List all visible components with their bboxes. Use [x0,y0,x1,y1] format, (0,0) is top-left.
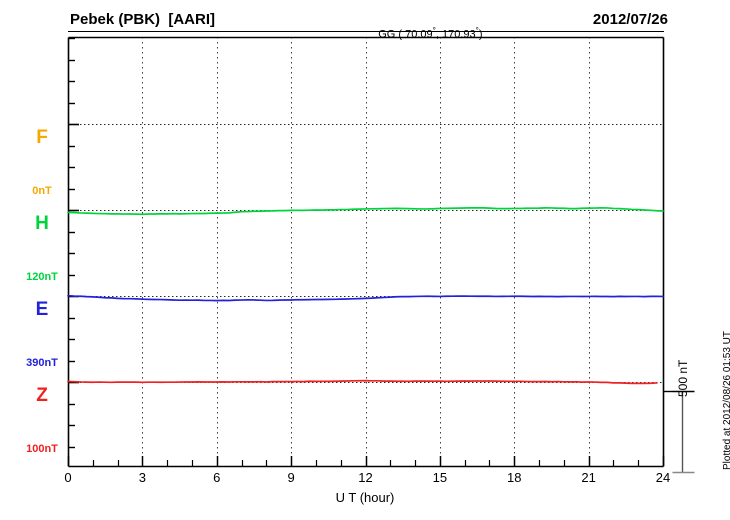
header-divider [68,31,664,32]
degree-symbol-lon: ° [476,26,479,35]
degree-symbol-lat: ° [433,26,436,35]
component-label-f: F 0nT [18,92,66,234]
scale-bar-label: 500 nT [676,359,690,397]
scale-bar [663,390,695,474]
component-label-e: E 390nT [18,264,66,406]
component-baseline-f: 0nT [32,185,52,197]
component-symbol-z: Z [36,385,48,406]
x-axis-tick-label: 0 [64,470,72,485]
x-axis-tick-label: 21 [581,470,596,485]
x-axis-tick-label: 3 [138,470,146,485]
component-symbol-e: E [35,299,49,320]
x-axis-tick-label: 9 [287,470,295,485]
x-axis-tick-label: 12 [358,470,373,485]
gridlines [142,37,590,466]
component-symbol-h: H [35,213,49,234]
x-axis-tick-label: 6 [213,470,221,485]
trace-e [67,294,664,302]
trace-h [67,206,664,216]
x-axis-title: U T (hour) [335,490,395,505]
trace-z [67,379,658,385]
plotted-timestamp: Plotted at 2012/08/26 01:53 UT [722,331,730,470]
component-symbol-f: F [36,127,48,148]
axis-ticks [67,37,665,466]
coords-suffix: ) [478,28,483,41]
data-traces [67,206,664,385]
component-label-z: Z 100nT [18,350,66,492]
x-axis-tick-label: 18 [507,470,522,485]
component-baseline-h: 120nT [26,271,58,283]
component-baseline-e: 390nT [26,357,58,369]
component-label-h: H 120nT [18,178,66,320]
component-baselines [68,124,663,383]
x-axis-tick-label: 15 [432,470,448,485]
page-title: Pebek (PBK) [AARI] [70,11,216,28]
component-baseline-z: 100nT [26,443,58,455]
x-axis-tick-label: 24 [655,470,671,485]
observation-date: 2012/07/26 [592,11,668,28]
plot-frame [67,36,665,468]
